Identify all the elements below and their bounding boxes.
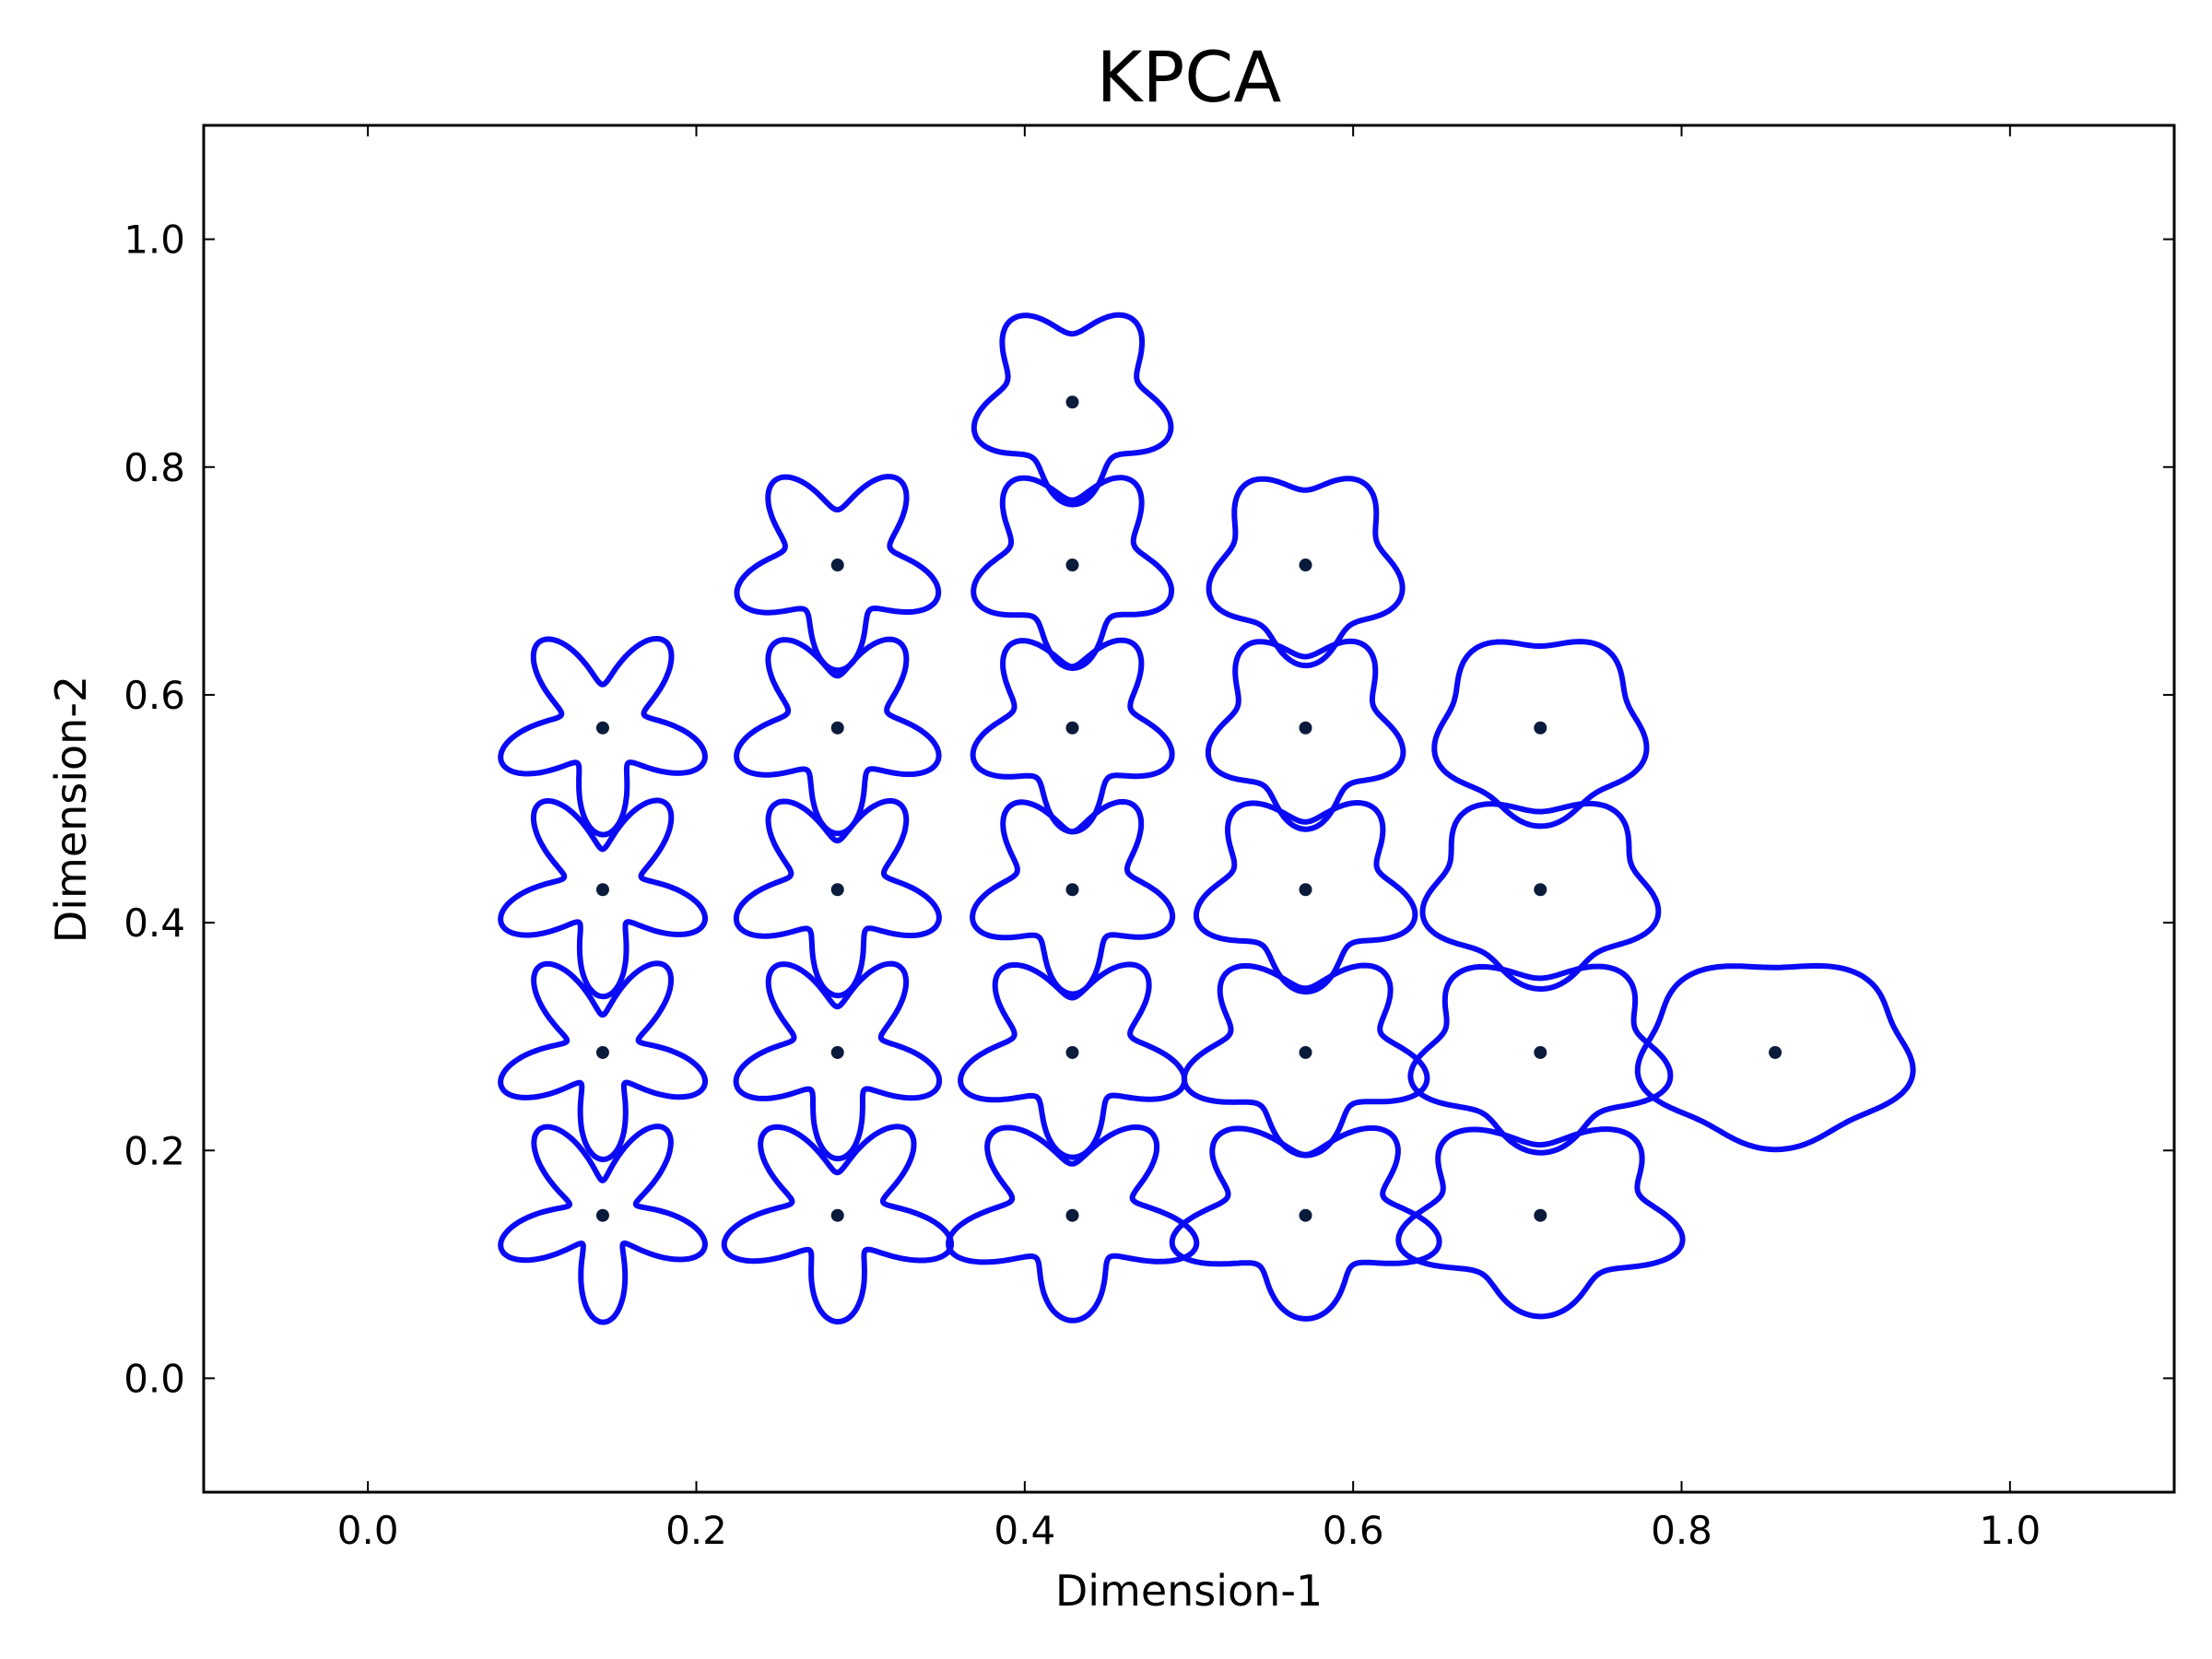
data-point — [1065, 1208, 1079, 1222]
shape-glyph — [958, 961, 1188, 1160]
shape-glyph — [1206, 476, 1406, 669]
shape-glyph — [1181, 962, 1430, 1159]
y-tick-label: 0.0 — [124, 1356, 185, 1401]
data-point — [1065, 395, 1079, 409]
data-point — [1299, 883, 1312, 897]
y-tick-label: 0.2 — [124, 1128, 185, 1173]
shape-glyph — [1395, 1126, 1686, 1320]
shape-glyph — [1169, 1125, 1442, 1322]
data-point — [1065, 883, 1079, 897]
data-point — [595, 883, 609, 897]
data-point — [830, 721, 844, 735]
x-tick-label: 0.0 — [337, 1508, 399, 1553]
shape-glyph — [1407, 963, 1674, 1156]
data-point — [595, 721, 609, 735]
shape-glyph — [970, 798, 1176, 997]
x-tick-label: 1.0 — [1979, 1508, 2041, 1553]
data-point — [830, 559, 844, 572]
data-point — [1065, 559, 1079, 572]
data-point — [1299, 1208, 1312, 1222]
shape-glyph — [946, 1124, 1200, 1324]
data-point — [595, 1045, 609, 1059]
shape-glyph — [1431, 639, 1650, 830]
shape-glyph — [498, 636, 708, 838]
data-point — [1065, 1045, 1079, 1059]
y-tick-label: 0.4 — [124, 900, 185, 946]
x-tick-label: 0.2 — [665, 1508, 727, 1553]
data-point — [1299, 1045, 1312, 1059]
shape-glyph — [1193, 800, 1418, 995]
glyph-layer — [498, 312, 1916, 1325]
shape-glyph — [971, 475, 1174, 671]
shape-glyph — [734, 636, 942, 837]
data-point — [1299, 559, 1312, 572]
chart-title: KPCA — [1097, 36, 1282, 118]
data-point — [1534, 883, 1547, 897]
shape-glyph — [734, 474, 942, 674]
data-point — [830, 883, 844, 897]
y-tick-label: 0.8 — [124, 445, 185, 490]
data-point — [595, 1208, 609, 1222]
data-point — [1534, 1208, 1547, 1222]
shape-glyph — [498, 1124, 708, 1325]
y-tick-label: 1.0 — [124, 218, 185, 263]
shape-glyph — [733, 798, 942, 999]
shape-glyph — [498, 797, 708, 1000]
shape-glyph — [970, 637, 1175, 835]
y-tick-label: 0.6 — [124, 673, 185, 718]
x-tick-label: 0.4 — [994, 1508, 1055, 1553]
data-point — [1065, 721, 1079, 735]
x-tick-label: 0.8 — [1651, 1508, 1712, 1553]
shape-glyph — [971, 312, 1174, 508]
shape-glyph — [1634, 962, 1916, 1153]
shape-glyph — [1419, 800, 1662, 992]
data-point — [1769, 1045, 1783, 1059]
shape-glyph — [721, 1124, 954, 1325]
data-point — [1299, 721, 1312, 735]
y-axis-label: Dimension-2 — [46, 676, 96, 943]
data-point — [830, 1045, 844, 1059]
shape-glyph — [1205, 638, 1406, 832]
plot-frame — [202, 124, 2176, 1494]
x-tick-label: 0.6 — [1323, 1508, 1384, 1553]
shape-glyph — [733, 960, 943, 1162]
data-point — [1534, 1045, 1547, 1059]
shape-glyph — [498, 960, 708, 1162]
x-axis-label: Dimension-1 — [1055, 1566, 1323, 1616]
data-point — [1534, 721, 1547, 735]
tick-layer: 0.0 0.2 0.4 0.6 0.8 1.0 0.0 0.2 0.4 0.6 0.8 1.0 — [124, 125, 2174, 1553]
point-layer — [595, 395, 1783, 1222]
data-point — [830, 1208, 844, 1222]
